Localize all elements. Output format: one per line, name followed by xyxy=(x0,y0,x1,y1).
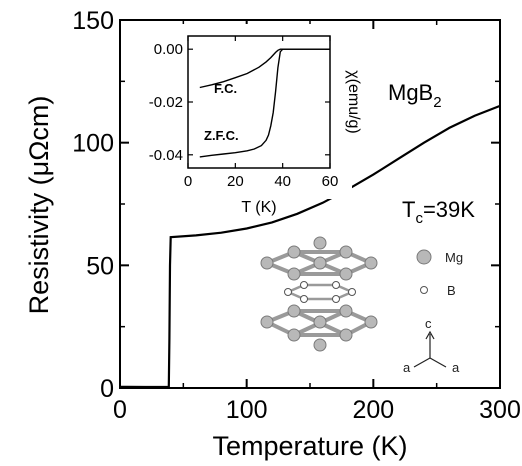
x-tick-label: 0 xyxy=(113,396,127,424)
compound-main: MgB xyxy=(388,80,433,105)
compound-label: MgB2 xyxy=(388,80,442,111)
mg-legend-label: Mg xyxy=(445,250,463,265)
inset-x-tick-label: 20 xyxy=(227,173,244,190)
inset-fc-label: F.C. xyxy=(214,81,237,96)
y-tick-label: 50 xyxy=(86,252,114,280)
mg-legend-icon xyxy=(416,249,432,265)
inset-background xyxy=(130,24,352,199)
inset-ticks xyxy=(187,36,331,168)
y-tick-label: 100 xyxy=(72,130,114,158)
inset-y-tick-label: -0.02 xyxy=(149,94,183,111)
mg-atoms-top xyxy=(260,236,378,281)
tc-subscript: c xyxy=(415,210,423,227)
b-legend-label: B xyxy=(447,283,456,298)
b-atoms xyxy=(284,281,356,303)
resistivity-line xyxy=(119,104,501,389)
inset-zfc-label: Z.F.C. xyxy=(204,128,239,143)
x-tick-label: 200 xyxy=(352,396,394,424)
compound-subscript: 2 xyxy=(433,94,441,111)
inset-y-tick-label: 0.00 xyxy=(154,41,183,58)
inset-zfc-curve xyxy=(199,48,330,158)
x-tick-label: 100 xyxy=(226,396,268,424)
tc-label: Tc=39K xyxy=(402,197,475,227)
y-tick-label: 150 xyxy=(72,7,114,35)
mg-atoms-bottom xyxy=(260,304,378,352)
y-axis-label: Resistivity (μΩcm) xyxy=(24,96,54,315)
lattice-a1-label: a xyxy=(403,360,411,375)
b-layer xyxy=(284,283,356,301)
lattice-axes xyxy=(413,330,447,368)
crystal-structure: Mg B c a a xyxy=(260,236,463,375)
inset-tick-labels: 0 20 40 60 0.00 -0.02 -0.04 xyxy=(149,41,339,190)
inset-y-tick-label: -0.04 xyxy=(149,147,183,164)
tc-prefix: T xyxy=(402,197,415,222)
inset-x-axis-label: T (K) xyxy=(241,199,276,216)
x-tick-label: 300 xyxy=(479,396,521,424)
b-legend-icon xyxy=(420,286,428,294)
inset-x-tick-label: 0 xyxy=(184,173,192,190)
y-tick-label: 0 xyxy=(100,375,114,403)
lattice-a2-label: a xyxy=(452,360,460,375)
lattice-c-label: c xyxy=(425,316,432,331)
tc-value: =39K xyxy=(423,197,475,222)
x-axis-label: Temperature (K) xyxy=(212,431,407,461)
inset-y-axis-label: χ(emu/g) xyxy=(345,70,362,134)
inset-x-tick-label: 40 xyxy=(274,173,291,190)
inset-x-tick-label: 60 xyxy=(322,173,339,190)
